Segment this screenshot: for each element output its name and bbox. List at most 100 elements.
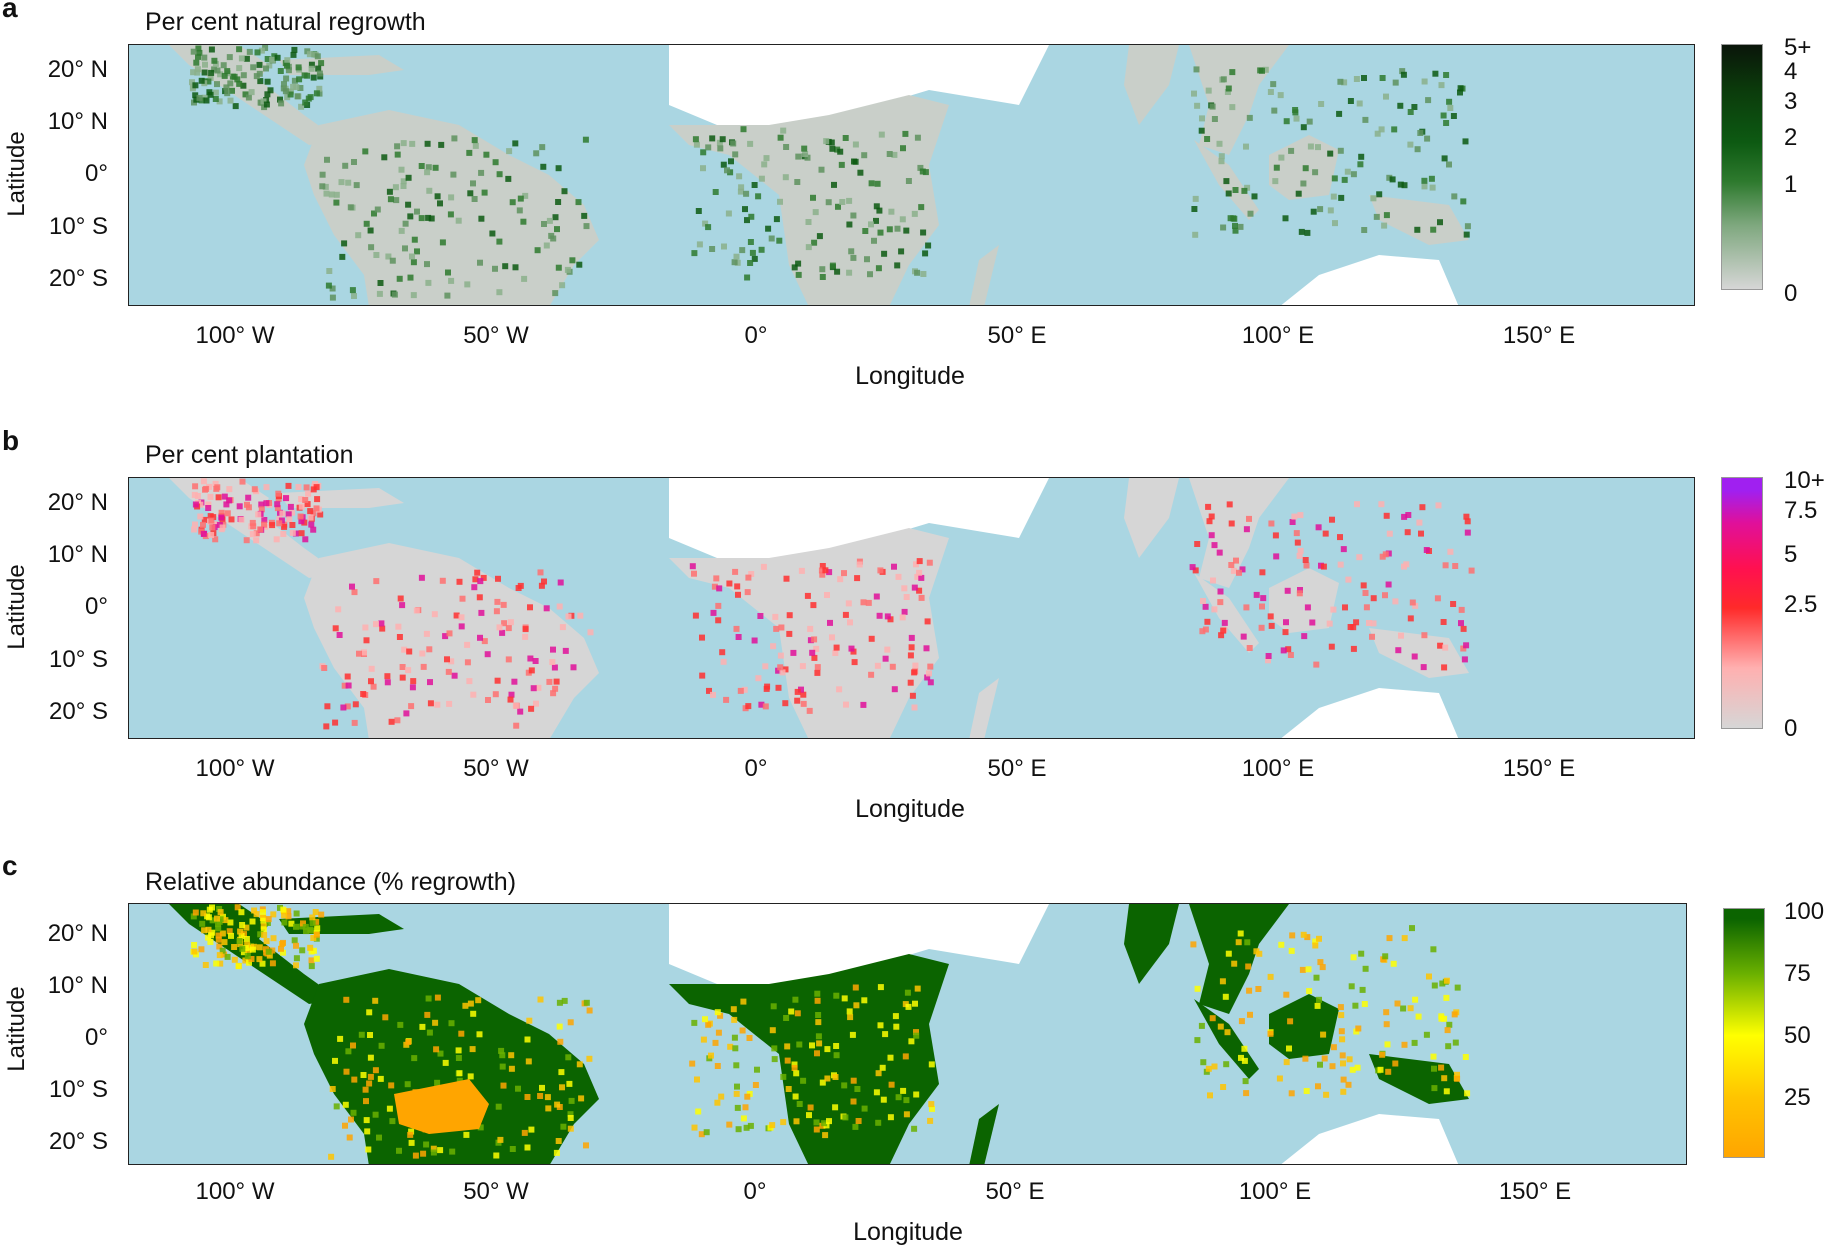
grid-cell: [1257, 67, 1264, 74]
grid-cell: [291, 77, 298, 84]
grid-cell: [192, 82, 199, 89]
grid-cell: [207, 74, 214, 81]
grid-cell: [735, 591, 741, 598]
grid-cell: [1297, 587, 1303, 593]
grid-cell: [237, 928, 244, 935]
grid-cell: [1356, 100, 1363, 107]
grid-cell: [1383, 212, 1390, 219]
grid-cell: [913, 1032, 920, 1039]
grid-cell: [396, 1147, 402, 1154]
grid-cell: [211, 57, 218, 64]
grid-cell: [1230, 567, 1237, 574]
grid-cell: [445, 668, 452, 675]
grid-cell: [926, 559, 933, 566]
panel-title: Per cent plantation: [145, 441, 354, 469]
grid-cell: [1457, 89, 1463, 96]
grid-cell: [243, 924, 250, 931]
grid-cell: [1399, 68, 1406, 75]
grid-cell: [448, 194, 455, 201]
grid-cell: [1238, 1054, 1244, 1061]
lon-tick: 100° W: [195, 755, 275, 782]
grid-cell: [541, 221, 547, 227]
grid-cell: [710, 691, 716, 698]
grid-cell: [485, 697, 491, 703]
legend-colorbar: [1723, 908, 1765, 1158]
grid-cell: [368, 678, 374, 685]
legend-label: 1: [1784, 171, 1798, 198]
grid-cell: [1443, 977, 1450, 984]
grid-cell: [1321, 1055, 1328, 1062]
grid-cell: [478, 215, 485, 222]
grid-cell: [928, 1061, 935, 1068]
grid-cell: [1382, 592, 1388, 599]
grid-cell: [256, 944, 263, 951]
grid-cell: [689, 563, 696, 570]
grid-cell: [691, 250, 698, 257]
legend-colorbar: [1721, 477, 1763, 729]
grid-cell: [397, 595, 404, 602]
grid-cell: [1414, 226, 1421, 233]
grid-cell: [733, 625, 740, 632]
grid-cell: [302, 536, 309, 543]
grid-cell: [873, 203, 880, 210]
grid-cell: [215, 932, 222, 939]
grid-cell: [924, 618, 931, 625]
grid-cell: [360, 691, 367, 697]
grid-cell: [886, 151, 893, 157]
grid-cell: [262, 45, 269, 51]
grid-cell: [717, 145, 724, 152]
grid-cell: [776, 237, 783, 244]
grid-cell: [886, 226, 893, 233]
grid-cell: [715, 602, 722, 609]
grid-cell: [394, 151, 401, 158]
grid-cell: [1370, 595, 1377, 602]
grid-cell: [1228, 562, 1235, 568]
grid-cell: [240, 82, 247, 89]
grid-cell: [253, 537, 260, 544]
grid-cell: [190, 69, 197, 76]
grid-cell: [246, 959, 252, 966]
grid-cell: [293, 955, 300, 962]
grid-cell: [891, 686, 898, 693]
grid-cell: [223, 501, 230, 508]
grid-cell: [1235, 939, 1242, 946]
grid-cell: [1379, 1051, 1386, 1058]
grid-cell: [752, 1082, 759, 1088]
grid-cell: [212, 89, 219, 96]
grid-cell: [1194, 1037, 1201, 1044]
grid-cell: [861, 152, 868, 159]
grid-cell: [532, 658, 539, 664]
grid-cell: [1320, 563, 1327, 570]
grid-cell: [1382, 551, 1389, 558]
grid-cell: [367, 227, 374, 234]
grid-cell: [1229, 69, 1236, 76]
grid-cell: [700, 1036, 707, 1043]
grid-cell: [908, 634, 915, 641]
grid-cell: [424, 261, 430, 268]
grid-cell: [267, 87, 274, 94]
lon-tick: 100° W: [195, 322, 275, 349]
grid-cell: [798, 686, 804, 693]
grid-cell: [747, 260, 754, 266]
legend-label: 3: [1784, 88, 1798, 115]
grid-cell: [423, 1141, 430, 1148]
grid-cell: [1398, 632, 1404, 639]
grid-cell: [408, 1128, 415, 1135]
grid-cell: [1224, 1029, 1231, 1036]
grid-cell: [266, 62, 273, 69]
grid-cell: [250, 64, 257, 71]
grid-cell: [500, 601, 507, 608]
grid-cell: [238, 933, 245, 939]
lon-tick: 0°: [744, 755, 768, 782]
grid-cell: [1337, 78, 1344, 85]
grid-cell: [904, 989, 911, 996]
grid-cell: [367, 1054, 374, 1061]
grid-cell: [1246, 515, 1252, 522]
landmass-borneo: [1269, 994, 1339, 1059]
grid-cell: [209, 917, 216, 924]
grid-cell: [1441, 155, 1448, 162]
grid-cell: [780, 1073, 787, 1080]
grid-cell: [1238, 1018, 1245, 1025]
grid-cell: [891, 151, 898, 158]
grid-cell: [696, 241, 703, 248]
